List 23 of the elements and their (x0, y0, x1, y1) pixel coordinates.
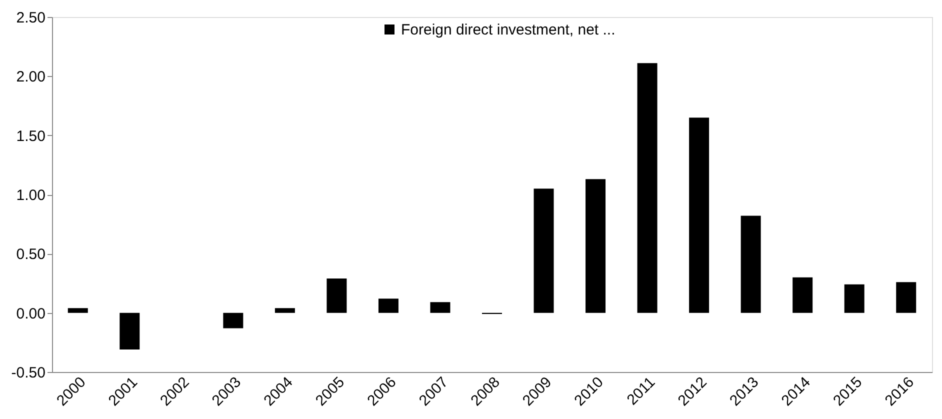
bar (120, 312, 140, 350)
y-tick-label: 1.00 (16, 187, 46, 204)
y-tick-label: 0.00 (16, 305, 46, 322)
bar (896, 282, 916, 313)
bar (689, 118, 710, 313)
bar (637, 63, 658, 313)
y-tick-label: 2.50 (16, 10, 46, 26)
y-tick-label: 0.50 (16, 246, 46, 264)
bar (274, 308, 295, 313)
bar (68, 308, 88, 313)
y-tick-label: -0.50 (11, 364, 46, 382)
y-tick-label: 1.50 (16, 128, 46, 145)
bar (844, 284, 864, 313)
bar (326, 278, 347, 313)
y-tick-label: 2.00 (16, 68, 46, 86)
bar (430, 302, 450, 313)
bar (223, 312, 244, 328)
legend-label: Foreign direct investment, net ... (401, 22, 616, 38)
bar (740, 216, 761, 313)
bar (586, 179, 606, 313)
bar (534, 188, 554, 313)
bar (792, 277, 813, 313)
bar (378, 298, 398, 313)
